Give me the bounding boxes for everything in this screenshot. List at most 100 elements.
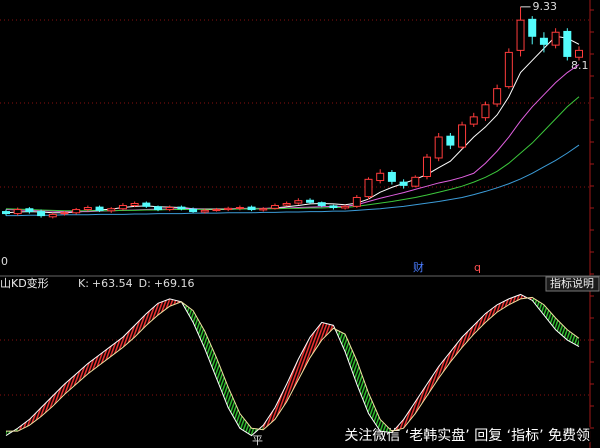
kd-fill xyxy=(462,325,474,348)
kd-line xyxy=(6,296,580,432)
kd-fill xyxy=(368,392,381,432)
candle-body xyxy=(83,207,92,211)
candle-body xyxy=(25,208,34,213)
legend-value: +69.16 xyxy=(154,277,195,290)
kd-fill xyxy=(134,313,147,338)
kd-fill xyxy=(321,322,334,341)
candle-body xyxy=(387,171,396,182)
legend-value: +63.54 xyxy=(92,277,133,290)
kd-fill xyxy=(64,373,77,395)
kd-fill xyxy=(193,310,205,349)
legend-name: D: xyxy=(139,277,151,290)
candle-body xyxy=(282,203,291,206)
candle-body xyxy=(235,207,244,210)
candle-body xyxy=(107,208,116,212)
candle-body xyxy=(551,31,560,46)
candle-body xyxy=(528,18,537,37)
kd-fill xyxy=(87,354,100,374)
kd-fill xyxy=(555,317,568,341)
candle-body xyxy=(13,209,22,215)
candle-body xyxy=(247,206,256,211)
kd-fill xyxy=(146,303,159,326)
event-marker: 财 xyxy=(413,260,424,274)
kd-fill xyxy=(403,401,416,429)
kd-fill xyxy=(438,351,451,379)
moving-average-line xyxy=(5,96,580,212)
candle-body xyxy=(72,209,81,214)
candle-body xyxy=(469,116,478,125)
kd-fill xyxy=(263,407,275,430)
kd-fill xyxy=(76,363,88,385)
candle-body xyxy=(212,209,221,212)
kd-fill xyxy=(99,345,112,366)
kd-fill xyxy=(204,331,217,379)
kd-fill xyxy=(345,334,357,385)
high-label: 9.33 xyxy=(533,0,558,13)
candle-body xyxy=(341,205,350,209)
watermark: 关注微信 ‘老韩实盘’ 回复 ‘指标’ 免费领 xyxy=(344,427,590,444)
indicator-readout: K: +63.54 D: +69.16 xyxy=(78,277,195,290)
candle-body xyxy=(2,211,10,215)
candle-body xyxy=(434,136,443,159)
kd-fill xyxy=(52,384,65,407)
indicator-title: 山KD变形 xyxy=(0,276,49,290)
candle-body xyxy=(142,202,151,207)
candle-body xyxy=(259,208,268,211)
kd-fill xyxy=(274,384,287,420)
candle-body xyxy=(446,135,455,146)
candle-body xyxy=(130,203,139,207)
kd-line xyxy=(5,293,580,437)
candle-body xyxy=(399,181,408,186)
kd-fill xyxy=(169,298,182,307)
candle-body xyxy=(200,209,209,213)
kd-fill xyxy=(228,387,240,429)
candle-body xyxy=(516,19,525,51)
kd-fill xyxy=(310,322,322,358)
kd-fill xyxy=(111,337,123,357)
candle-body xyxy=(563,30,572,57)
candle-body xyxy=(422,156,431,178)
event-marker: q xyxy=(474,261,481,274)
kd-fill xyxy=(41,395,53,417)
kd-fill xyxy=(473,313,486,335)
candle-body xyxy=(294,200,303,204)
annotation: 平 xyxy=(252,434,263,447)
kd-fill xyxy=(298,337,311,380)
candle-body xyxy=(329,205,338,209)
button-frame[interactable] xyxy=(545,276,600,292)
candle-body xyxy=(60,212,69,215)
kd-fill xyxy=(415,384,427,414)
indicator-help-button[interactable]: 指标说明 xyxy=(550,276,594,290)
kd-fill xyxy=(29,407,42,426)
candle-body xyxy=(37,211,46,217)
candle-body xyxy=(317,202,326,207)
candle-body xyxy=(177,206,186,210)
candle-body xyxy=(364,178,373,198)
kd-fill xyxy=(158,298,170,316)
kd-fill xyxy=(497,298,509,313)
kd-fill xyxy=(122,325,135,348)
moving-average-line xyxy=(5,35,580,214)
moving-average-line xyxy=(6,144,580,217)
kd-fill xyxy=(567,329,579,347)
kd-fill xyxy=(543,304,556,330)
candle-body xyxy=(224,207,233,211)
candle-body xyxy=(458,124,467,148)
candle-body xyxy=(539,37,548,45)
candle-body xyxy=(270,205,279,209)
kd-fill xyxy=(485,304,498,323)
kd-fill xyxy=(216,357,229,408)
annotation: 0 xyxy=(1,255,8,268)
candle-body xyxy=(493,88,502,105)
candle-body xyxy=(376,172,385,182)
price-label: 8.1 xyxy=(571,59,589,72)
candle-body xyxy=(575,49,583,58)
candle-body xyxy=(306,199,315,203)
kd-fill xyxy=(426,366,439,396)
candle-body xyxy=(95,206,104,211)
candle-body xyxy=(118,205,127,210)
kd-fill xyxy=(239,413,252,436)
candle-body xyxy=(48,213,57,218)
